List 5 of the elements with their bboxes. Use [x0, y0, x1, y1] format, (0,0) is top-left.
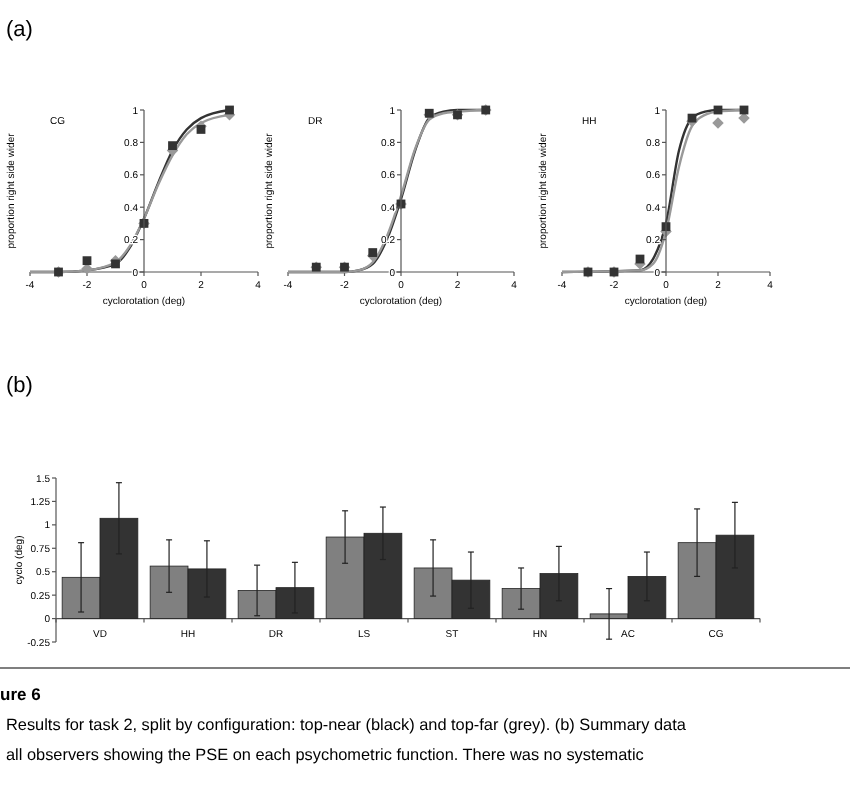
chart-title: (a) [6, 18, 33, 42]
text: Results for task 2, split by configuration: top-near (black) and top-far (grey). (b) Summary data [6, 716, 687, 734]
text: ure 6 [0, 684, 42, 704]
chart-title: (b) [6, 374, 33, 398]
text: all observers showing the PSE on each psychometric function. There was no systematic [6, 746, 644, 764]
